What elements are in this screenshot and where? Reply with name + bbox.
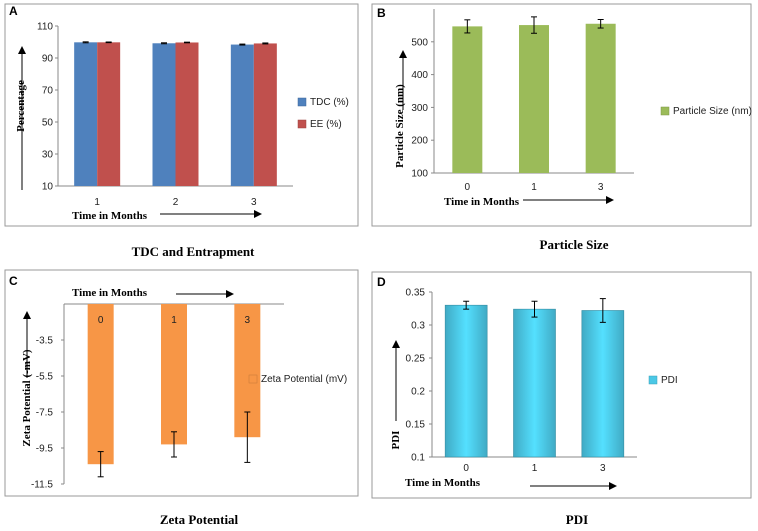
- x-axis-title: Time in Months: [444, 196, 520, 208]
- y-arrow-head: [392, 340, 400, 348]
- bar: [87, 304, 114, 465]
- chart-panel-d: D 0.1 0.15 0.2 0.25 0.3 0.35 0 1 3 Time in Months P…: [371, 271, 752, 527]
- x-tick-label: 1: [94, 197, 100, 208]
- bar: [585, 23, 616, 174]
- legend: Particle Size (nm): [660, 106, 752, 117]
- x-axis-title: Time in Months: [405, 477, 481, 489]
- bar: [519, 25, 549, 173]
- panel-letter: C: [9, 274, 18, 288]
- y-tick-label: 90: [42, 54, 54, 65]
- x-tick-label: 1: [171, 315, 177, 326]
- panel-letter: B: [377, 6, 386, 20]
- y-tick-label: 0.25: [406, 354, 426, 365]
- y-tick-label: -5.5: [36, 372, 54, 383]
- y-axis-title: PDI: [390, 431, 402, 450]
- y-tick-label: -9.5: [36, 444, 54, 455]
- y-tick-label: 0.35: [406, 288, 426, 299]
- y-arrow-head: [399, 50, 407, 58]
- y-tick-label: 400: [411, 70, 428, 81]
- legend-label: Particle Size (nm): [673, 106, 752, 117]
- y-tick-label: 100: [411, 169, 428, 180]
- x-tick-label: 3: [598, 182, 604, 193]
- chart-panel-a: A 10 30 50 70 90 110 1 2 3 Time in Months Percentag…: [4, 3, 359, 259]
- bar: [513, 308, 556, 458]
- legend: PDI: [648, 375, 678, 386]
- y-tick-label: 0.2: [411, 387, 425, 398]
- panel-letter: D: [377, 275, 386, 289]
- legend-swatch: [297, 97, 307, 107]
- y-tick-label: 0.3: [411, 321, 425, 332]
- x-tick-label: 1: [531, 182, 537, 193]
- bar: [230, 44, 254, 187]
- x-tick-label: 3: [251, 197, 257, 208]
- y-tick-label: 10: [42, 182, 54, 193]
- x-tick-label: 3: [600, 463, 606, 474]
- y-tick-label: -11.5: [31, 480, 53, 491]
- x-tick-label: 1: [532, 463, 538, 474]
- bar: [253, 43, 277, 186]
- legend-swatch: [660, 106, 670, 116]
- y-arrow-head: [23, 311, 31, 319]
- x-axis-title: Time in Months: [72, 210, 148, 222]
- x-tick-label: 0: [98, 315, 104, 326]
- bar: [152, 43, 176, 186]
- y-tick-label: 0.1: [411, 453, 425, 464]
- y-tick-label: -7.5: [36, 408, 54, 419]
- chart-title: Zeta Potential: [160, 512, 239, 527]
- legend-label: EE (%): [310, 119, 342, 130]
- chart-title: PDI: [566, 512, 588, 527]
- bar: [581, 310, 625, 458]
- chart-title: TDC and Entrapment: [132, 244, 255, 259]
- y-tick-label: 200: [411, 136, 428, 147]
- bar: [74, 42, 98, 186]
- legend-label: TDC (%): [310, 97, 349, 108]
- legend-label: Zeta Potential (mV): [261, 374, 347, 385]
- y-tick-label: -3.5: [36, 336, 54, 347]
- chart-panel-c: C -3.5 -5.5 -7.5 -9.5 -11.5 0 1 3 Time in Months Z…: [4, 269, 359, 527]
- x-tick-label: 0: [463, 463, 469, 474]
- y-tick-label: 0.15: [406, 420, 426, 431]
- bar: [97, 42, 121, 186]
- x-arrow-head: [606, 196, 614, 204]
- bar: [452, 26, 483, 173]
- y-axis-title: Zeta Potential (-mV): [21, 349, 33, 446]
- x-arrow-head: [226, 290, 234, 298]
- legend-swatch: [297, 119, 307, 129]
- legend-swatch: [648, 375, 658, 385]
- x-tick-label: 2: [173, 197, 179, 208]
- y-tick-label: 50: [42, 118, 54, 129]
- x-tick-label: 3: [245, 315, 251, 326]
- panel-frame: [371, 271, 752, 499]
- x-axis-title: Time in Months: [72, 287, 148, 299]
- panel-frame: [371, 3, 752, 227]
- x-arrow-head: [254, 210, 262, 218]
- y-tick-label: 70: [42, 86, 54, 97]
- bar: [175, 42, 199, 187]
- y-arrow-head: [18, 46, 26, 54]
- bar: [444, 304, 488, 458]
- chart-panel-b: B 100 200 300 400 500 0 1 3 Time in Months Particl…: [371, 3, 752, 252]
- chart-title: Particle Size: [540, 237, 609, 252]
- y-tick-label: 110: [37, 22, 53, 33]
- y-tick-label: 30: [42, 150, 54, 161]
- y-tick-label: 300: [411, 103, 428, 114]
- legend: Zeta Potential (mV): [248, 374, 347, 385]
- legend-label: PDI: [661, 375, 678, 386]
- legend: TDC (%) EE (%): [297, 97, 349, 130]
- legend-swatch: [248, 374, 258, 384]
- y-axis-title: Percentage: [15, 80, 27, 132]
- panel-letter: A: [9, 4, 18, 18]
- y-tick-label: 500: [411, 37, 428, 48]
- x-tick-label: 0: [465, 182, 471, 193]
- y-axis-title: Particle Size (nm): [394, 84, 406, 168]
- x-arrow-head: [609, 482, 617, 490]
- bar: [161, 304, 187, 445]
